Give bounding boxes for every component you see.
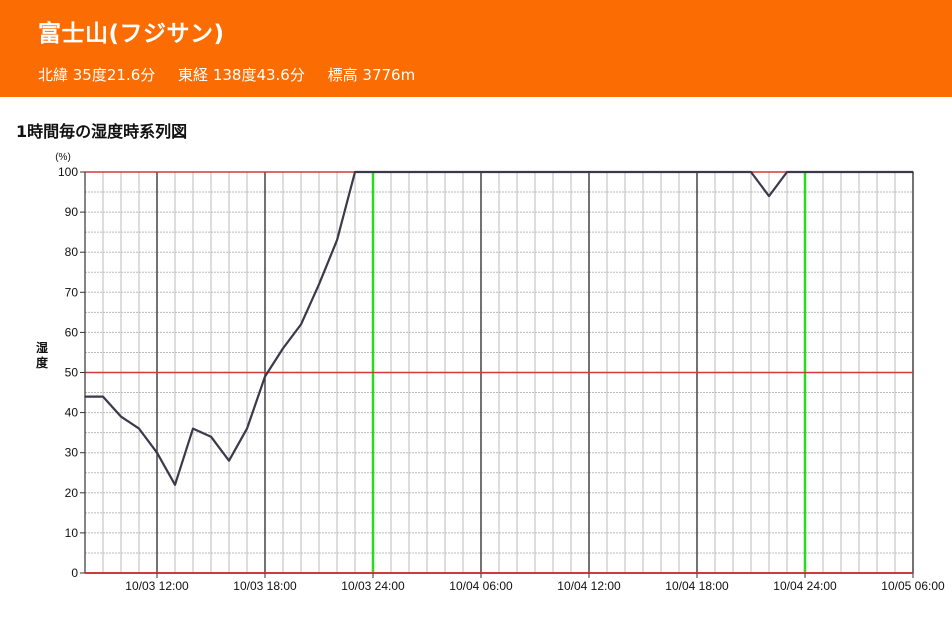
y-tick-label: 70 [65, 285, 79, 299]
data-point [534, 171, 536, 173]
y-tick-label: 90 [65, 205, 79, 219]
data-point [246, 427, 248, 430]
data-point [318, 283, 320, 286]
station-header: 富士山(フジサン) 北緯 35度21.6分 東経 138度43.6分 標高 37… [0, 0, 952, 97]
data-point [426, 171, 428, 173]
y-tick-label: 10 [65, 526, 79, 540]
data-point [264, 375, 266, 378]
data-point [282, 347, 284, 350]
data-point [84, 395, 86, 398]
x-tick-label: 10/04 18:00 [665, 579, 729, 593]
data-point [408, 171, 410, 173]
y-tick-label: 100 [58, 165, 78, 179]
data-point [840, 171, 842, 173]
y-tick-label: 30 [65, 446, 79, 460]
section-title: 1時間毎の湿度時系列図 [16, 122, 188, 141]
data-point [624, 171, 626, 173]
data-point [768, 195, 770, 197]
data-point [750, 171, 752, 173]
x-tick-label: 10/03 12:00 [125, 579, 189, 593]
data-point [552, 171, 554, 173]
y-tick-label: 60 [65, 325, 79, 339]
data-point [570, 171, 572, 173]
data-point [732, 171, 734, 173]
data-point [714, 171, 716, 173]
data-point [174, 483, 176, 486]
data-point [372, 171, 374, 173]
station-altitude: 標高 3776m [327, 66, 416, 84]
x-tick-label: 10/04 06:00 [449, 579, 513, 593]
data-point [156, 451, 158, 454]
station-info: 北緯 35度21.6分 東経 138度43.6分 標高 3776m [38, 64, 433, 85]
data-point [660, 171, 662, 173]
x-tick-label: 10/03 18:00 [233, 579, 297, 593]
data-point [804, 171, 806, 173]
y-unit-label: (%) [55, 152, 71, 163]
data-point [210, 435, 212, 438]
x-tick-label: 10/04 24:00 [773, 579, 837, 593]
data-point [480, 171, 482, 173]
data-point [696, 171, 698, 173]
y-tick-label: 40 [65, 406, 79, 420]
y-tick-label: 20 [65, 486, 79, 500]
data-point [588, 171, 590, 173]
data-point [516, 171, 518, 173]
data-point [228, 459, 230, 462]
data-point [606, 171, 608, 173]
data-point [822, 171, 824, 173]
y-axis-label: 湿度 [36, 340, 49, 370]
data-point [138, 427, 140, 430]
data-point [678, 171, 680, 173]
x-tick-label: 10/03 24:00 [341, 579, 405, 593]
data-point [876, 171, 878, 173]
station-latitude: 北緯 35度21.6分 [38, 66, 156, 84]
data-point [444, 171, 446, 173]
data-point [354, 171, 356, 173]
data-point [912, 171, 914, 173]
x-tick-label: 10/04 12:00 [557, 579, 621, 593]
station-name: 富士山(フジサン) [38, 21, 225, 47]
data-point [498, 171, 500, 173]
data-point [786, 171, 788, 173]
data-point [192, 427, 194, 430]
y-tick-label: 80 [65, 245, 79, 259]
data-point [102, 395, 104, 398]
station-longitude: 東経 138度43.6分 [178, 66, 305, 84]
x-tick-label: 10/05 06:00 [881, 579, 945, 593]
data-point [462, 171, 464, 173]
y-tick-label: 50 [65, 366, 79, 380]
data-point [390, 171, 392, 173]
data-point [300, 323, 302, 326]
data-point [336, 239, 338, 241]
data-point [858, 171, 860, 173]
y-tick-label: 0 [71, 566, 78, 580]
data-point [642, 171, 644, 173]
data-point [894, 171, 896, 173]
data-point [120, 415, 122, 418]
